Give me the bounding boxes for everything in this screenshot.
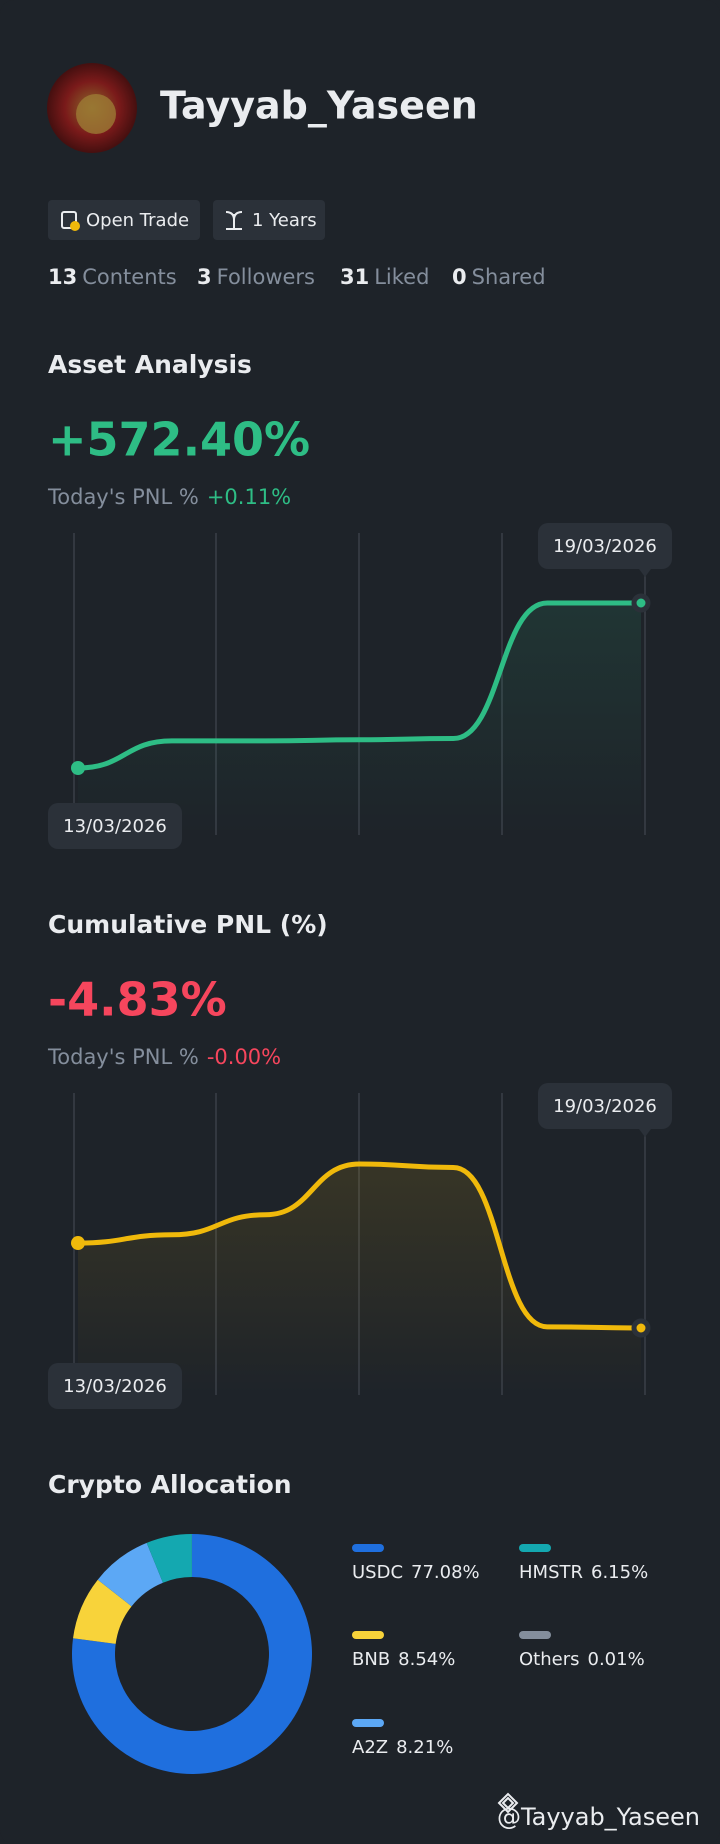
badge-icon: [225, 211, 243, 230]
end-point: [71, 1236, 85, 1251]
legend-swatch: [352, 1544, 384, 1552]
end-point: [631, 1318, 651, 1338]
legend-swatch: [519, 1631, 551, 1639]
badge-icon: [61, 211, 77, 229]
legend-swatch: [519, 1544, 551, 1552]
stat-count: 3: [197, 265, 212, 289]
legend-entry: HMSTR 6.15%: [519, 1562, 648, 1583]
badge-text: 1 Years: [252, 210, 317, 231]
legend-name: A2Z: [352, 1737, 388, 1758]
legend-value: 0.01%: [588, 1649, 645, 1670]
date-label: 13/03/2026: [63, 816, 167, 837]
footer-handle: @Tayyab_Yaseen: [497, 1803, 700, 1831]
stat-label: Shared: [472, 265, 546, 289]
donut-segment: [71, 1534, 312, 1774]
date-bubble: [48, 803, 182, 849]
headline-value: +572.40%: [48, 413, 310, 467]
badge-icon: [70, 221, 80, 231]
line-area: [78, 603, 641, 835]
legend-name: BNB: [352, 1649, 390, 1670]
stat-label: Liked: [374, 265, 429, 289]
stat: 31 Liked: [340, 265, 429, 289]
end-point: [71, 761, 85, 775]
donut-segment: [146, 1534, 192, 1583]
today-pnl-value: -0.00%: [207, 1045, 281, 1069]
stat-label: Followers: [217, 265, 315, 289]
donut-segment: [73, 1579, 132, 1644]
stat: 3 Followers: [197, 265, 315, 289]
badge: [48, 200, 200, 240]
today-pnl-value: +0.11%: [207, 485, 291, 509]
date-bubble: [538, 523, 672, 569]
avatar-coin: [76, 94, 116, 134]
legend-name: HMSTR: [519, 1562, 583, 1583]
today-pnl: Today's PNL % +0.11%: [47, 485, 291, 509]
stat: 13 Contents: [48, 265, 177, 289]
today-pnl-label: Today's PNL %: [47, 485, 199, 509]
date-label: 19/03/2026: [553, 1096, 657, 1117]
legend-swatch: [352, 1719, 384, 1727]
stat-label: Contents: [82, 265, 176, 289]
legend-swatch: [352, 1631, 384, 1639]
stat-count: 31: [340, 265, 369, 289]
headline-value: -4.83%: [48, 973, 227, 1027]
user-name: Tayyab_Yaseen: [160, 84, 478, 128]
section-title: Cumulative PNL (%): [48, 910, 328, 939]
bubble-pointer: [639, 569, 651, 577]
legend-entry: BNB 8.54%: [352, 1649, 455, 1670]
legend-name: USDC: [352, 1562, 403, 1583]
badge-text: Open Trade: [86, 210, 189, 231]
footer-logo: [497, 1792, 519, 1814]
bubble-pointer: [639, 1129, 651, 1137]
legend-value: 8.54%: [398, 1649, 455, 1670]
legend-value: 8.21%: [396, 1737, 453, 1758]
date-label: 13/03/2026: [63, 1376, 167, 1397]
section-title: Asset Analysis: [48, 350, 252, 379]
today-pnl: Today's PNL % -0.00%: [47, 1045, 281, 1069]
section-title: Crypto Allocation: [48, 1470, 292, 1499]
line-area: [78, 1164, 641, 1395]
today-pnl-label: Today's PNL %: [47, 1045, 199, 1069]
stat-count: 13: [48, 265, 77, 289]
legend-entry: Others 0.01%: [519, 1649, 645, 1670]
legend-name: Others: [519, 1649, 580, 1670]
date-label: 19/03/2026: [553, 536, 657, 557]
end-point: [631, 593, 651, 613]
date-bubble: [538, 1083, 672, 1129]
legend-value: 77.08%: [411, 1562, 480, 1583]
line: [75, 1161, 644, 1331]
donut-segment: [97, 1542, 163, 1607]
legend-value: 6.15%: [591, 1562, 648, 1583]
stat-count: 0: [452, 265, 467, 289]
line: [75, 600, 644, 771]
stat: 0 Shared: [452, 265, 546, 289]
legend-entry: USDC 77.08%: [352, 1562, 480, 1583]
date-bubble: [48, 1363, 182, 1409]
legend-entry: A2Z 8.21%: [352, 1737, 453, 1758]
